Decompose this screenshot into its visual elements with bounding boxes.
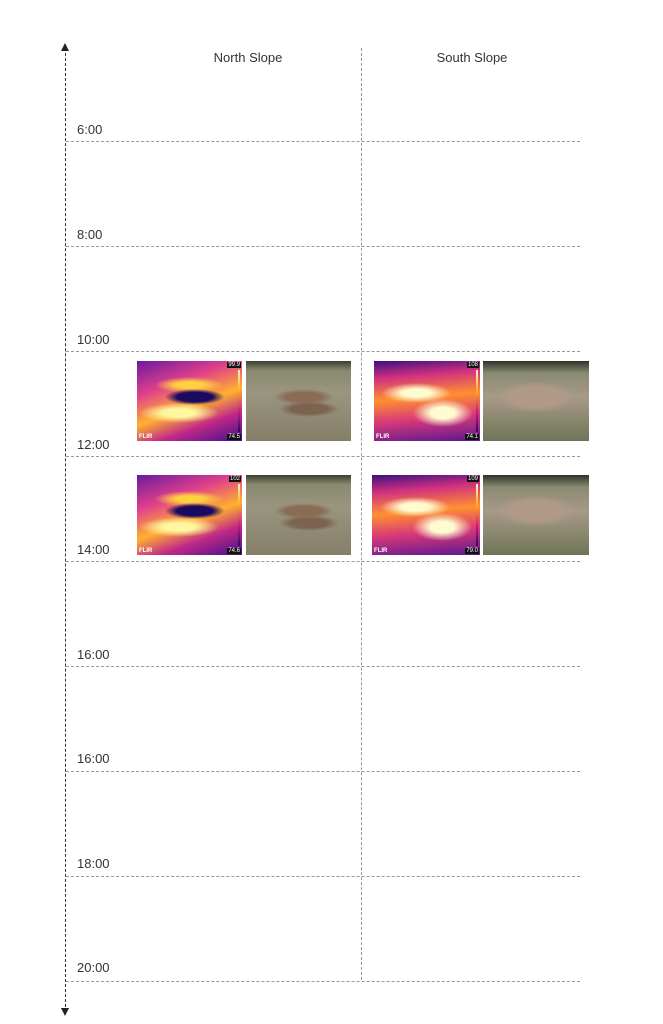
thermal-image-north-14: 102 74.6 FLIR	[137, 475, 242, 555]
time-label: 8:00	[77, 227, 103, 242]
time-gridline	[66, 456, 580, 457]
time-gridline	[66, 246, 580, 247]
axis-arrow-up-icon	[61, 43, 69, 51]
temperature-scale	[476, 484, 478, 546]
time-label: 14:00	[77, 542, 110, 557]
time-gridline	[66, 351, 580, 352]
column-header-south: South Slope	[436, 50, 508, 65]
flir-logo: FLIR	[376, 434, 390, 440]
time-axis	[65, 48, 66, 1012]
photo-south-14	[483, 475, 589, 555]
temperature-scale	[238, 484, 240, 546]
temp-min: 74.1	[465, 434, 479, 440]
time-gridline	[66, 666, 580, 667]
time-label: 18:00	[77, 856, 110, 871]
thermal-image-south-12: 108 74.1 FLIR	[374, 361, 480, 441]
flir-logo: FLIR	[139, 434, 153, 440]
time-gridline	[66, 876, 580, 877]
time-label: 12:00	[77, 437, 110, 452]
temp-max: 108	[466, 362, 479, 368]
temperature-scale	[238, 370, 240, 432]
temp-max: 99.9	[227, 362, 241, 368]
time-label: 20:00	[77, 960, 110, 975]
temp-max: 109	[466, 476, 479, 482]
thermal-image-south-14: 109 79.0 FLIR	[372, 475, 480, 555]
time-gridline	[66, 771, 580, 772]
photo-north-14	[246, 475, 351, 555]
time-gridline	[66, 141, 580, 142]
column-header-north: North Slope	[213, 50, 283, 65]
time-label: 16:00	[77, 647, 110, 662]
time-label: 16:00	[77, 751, 110, 766]
temp-min: 74.6	[227, 548, 241, 554]
time-gridline	[66, 981, 580, 982]
time-gridline	[66, 561, 580, 562]
photo-north-12	[246, 361, 351, 441]
flir-logo: FLIR	[374, 548, 388, 554]
temp-min: 74.5	[227, 434, 241, 440]
time-label: 10:00	[77, 332, 110, 347]
thermal-image-north-12: 99.9 74.5 FLIR	[137, 361, 242, 441]
temperature-scale	[476, 370, 478, 432]
temp-max: 102	[228, 476, 241, 482]
temp-min: 79.0	[465, 548, 479, 554]
photo-south-12	[483, 361, 589, 441]
time-label: 6:00	[77, 122, 103, 137]
axis-arrow-down-icon	[61, 1008, 69, 1016]
column-divider	[361, 48, 362, 980]
flir-logo: FLIR	[139, 548, 153, 554]
